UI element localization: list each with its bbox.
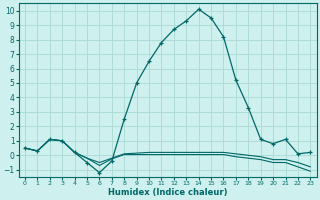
X-axis label: Humidex (Indice chaleur): Humidex (Indice chaleur) <box>108 188 228 197</box>
